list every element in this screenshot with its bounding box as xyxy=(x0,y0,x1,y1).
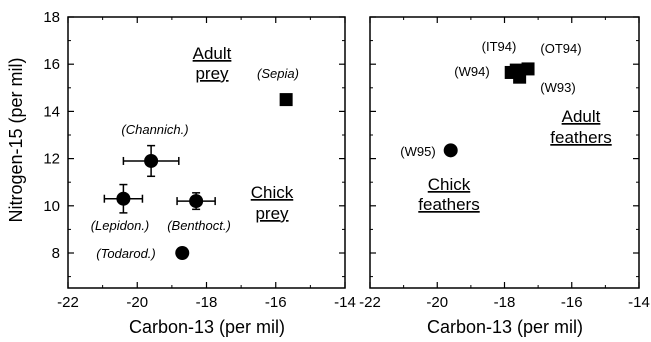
group-label-adult-prey-line2: prey xyxy=(195,64,229,83)
ticks-left: -22 -20 -18 -16 -14 8 10 12 14 16 18 xyxy=(43,9,356,311)
x-axis-label-right: Carbon-13 (per mil) xyxy=(427,317,583,337)
point-label-channich: (Channich.) xyxy=(121,122,188,137)
group-label-chick-prey-line2: prey xyxy=(255,204,289,223)
x-tick-label: -14 xyxy=(334,294,356,311)
y-tick-label: 12 xyxy=(43,151,60,168)
point-label-w95: (W95) xyxy=(400,144,435,159)
chart-right: -22 -20 -18 -16 -14 Carbon-13 (per mil) (W95… xyxy=(359,16,650,337)
ticks-right: -22 -20 -18 -16 -14 xyxy=(359,16,650,311)
x-tick-label: -16 xyxy=(561,294,583,311)
y-tick-label: 18 xyxy=(43,9,60,26)
group-label-adult-prey-line1: Adult xyxy=(193,44,232,63)
point-label-lepidon: (Lepidon.) xyxy=(91,218,150,233)
x-axis-label-left: Carbon-13 (per mil) xyxy=(129,317,285,337)
y-tick-label: 10 xyxy=(43,198,60,215)
data-point-circle xyxy=(443,143,458,158)
marks-right xyxy=(443,62,535,158)
x-tick-label: -18 xyxy=(494,294,516,311)
x-tick-label: -18 xyxy=(196,294,218,311)
x-tick-label: -22 xyxy=(359,294,381,311)
marks-left xyxy=(103,93,293,260)
group-label-chick-prey-line1: Chick xyxy=(251,183,294,202)
y-tick-label: 14 xyxy=(43,103,60,120)
y-axis-label: Nitrogen-15 (per mil) xyxy=(6,57,26,222)
y-tick-label: 8 xyxy=(52,245,60,262)
data-point-circle xyxy=(144,153,159,168)
group-label-adult-feathers-line1: Adult xyxy=(562,107,601,126)
x-tick-label: -16 xyxy=(265,294,287,311)
data-point-square xyxy=(279,93,293,107)
point-label-sepia: (Sepia) xyxy=(257,66,299,81)
x-tick-label: -22 xyxy=(57,294,79,311)
group-label-chick-feathers-line1: Chick xyxy=(428,175,471,194)
point-label-ot94: (OT94) xyxy=(540,41,581,56)
x-tick-label: -20 xyxy=(126,294,148,311)
point-label-it94: (IT94) xyxy=(482,39,517,54)
point-label-w93: (W93) xyxy=(540,80,575,95)
point-label-todarod: (Todarod.) xyxy=(96,246,156,261)
x-tick-label: -14 xyxy=(628,294,650,311)
point-label-w94: (W94) xyxy=(454,64,489,79)
point-label-benthoct: (Benthoct.) xyxy=(167,218,231,233)
x-tick-label: -20 xyxy=(426,294,448,311)
group-label-chick-feathers-line2: feathers xyxy=(418,195,479,214)
y-tick-label: 16 xyxy=(43,56,60,73)
data-point-circle xyxy=(175,246,190,260)
chart-left: -22 -20 -18 -16 -14 8 10 12 14 16 18 Carbon-13 (pe… xyxy=(43,9,356,337)
data-point-circle xyxy=(116,191,131,206)
data-point-square xyxy=(513,70,527,84)
data-point-circle xyxy=(189,194,204,209)
group-label-adult-feathers-line2: feathers xyxy=(550,128,611,147)
